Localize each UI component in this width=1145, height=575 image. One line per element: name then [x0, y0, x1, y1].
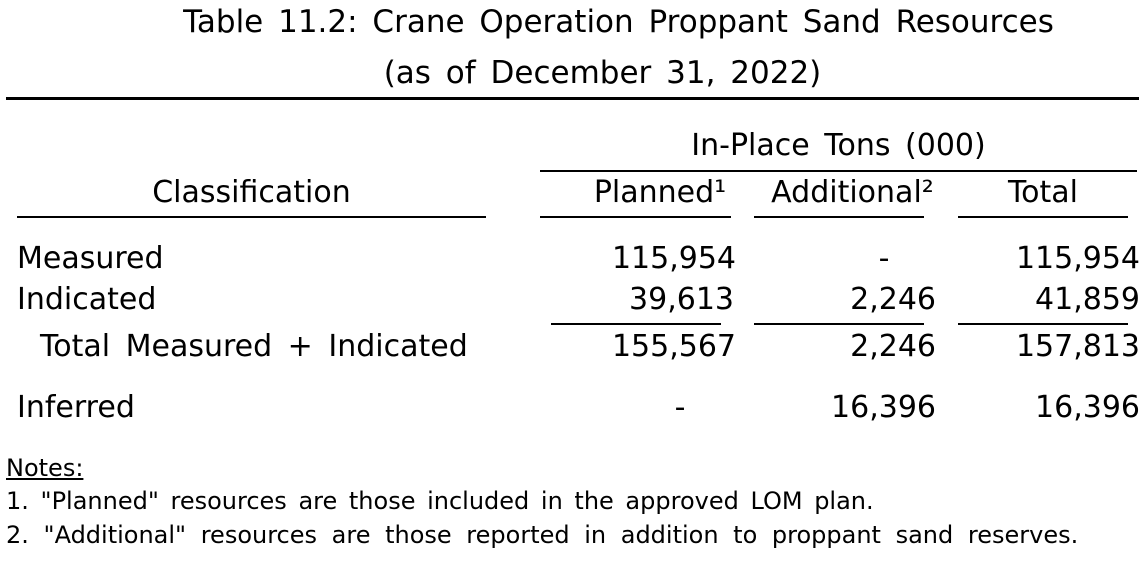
total-header: Total — [1007, 175, 1079, 210]
row-label-measured: Measured — [17, 241, 164, 276]
measured-additional: - — [878, 241, 890, 276]
total-mi-planned: 155,567 — [611, 329, 736, 364]
total-header-rule — [958, 216, 1128, 218]
inferred-total: 16,396 — [1035, 390, 1140, 425]
indicated-total: 41,859 — [1035, 282, 1140, 317]
group-header-rule — [540, 170, 1137, 172]
group-header: In-Place Tons (000) — [691, 128, 986, 163]
classification-header: Classification — [152, 175, 351, 210]
additional-header-rule — [754, 216, 924, 218]
inferred-planned: - — [674, 390, 686, 425]
classification-header-rule — [17, 216, 486, 218]
total-mi-additional: 2,246 — [850, 329, 936, 364]
total-mi-total: 157,813 — [1015, 329, 1140, 364]
row-label-indicated: Indicated — [17, 282, 157, 317]
measured-total: 115,954 — [1015, 241, 1140, 276]
inferred-additional: 16,396 — [831, 390, 936, 425]
planned-header: Planned¹ — [593, 175, 727, 210]
indicated-planned: 39,613 — [629, 282, 734, 317]
row-label-total-measured-indicated: Total Measured + Indicated — [40, 329, 468, 364]
planned-header-rule — [540, 216, 731, 218]
note-2: 2. "Additional" resources are those repo… — [6, 521, 1079, 549]
table-title: Table 11.2: Crane Operation Proppant San… — [183, 4, 1054, 40]
title-rule — [6, 97, 1139, 100]
subtotal-rule-planned — [551, 323, 721, 325]
additional-header: Additional² — [771, 175, 934, 210]
indicated-additional: 2,246 — [850, 282, 936, 317]
notes-heading: Notes: — [6, 454, 84, 482]
measured-planned: 115,954 — [611, 241, 736, 276]
table-subtitle: (as of December 31, 2022) — [383, 55, 822, 91]
note-1: 1. "Planned" resources are those include… — [6, 487, 874, 515]
subtotal-rule-total — [958, 323, 1128, 325]
row-label-inferred: Inferred — [17, 390, 135, 425]
subtotal-rule-additional — [754, 323, 924, 325]
